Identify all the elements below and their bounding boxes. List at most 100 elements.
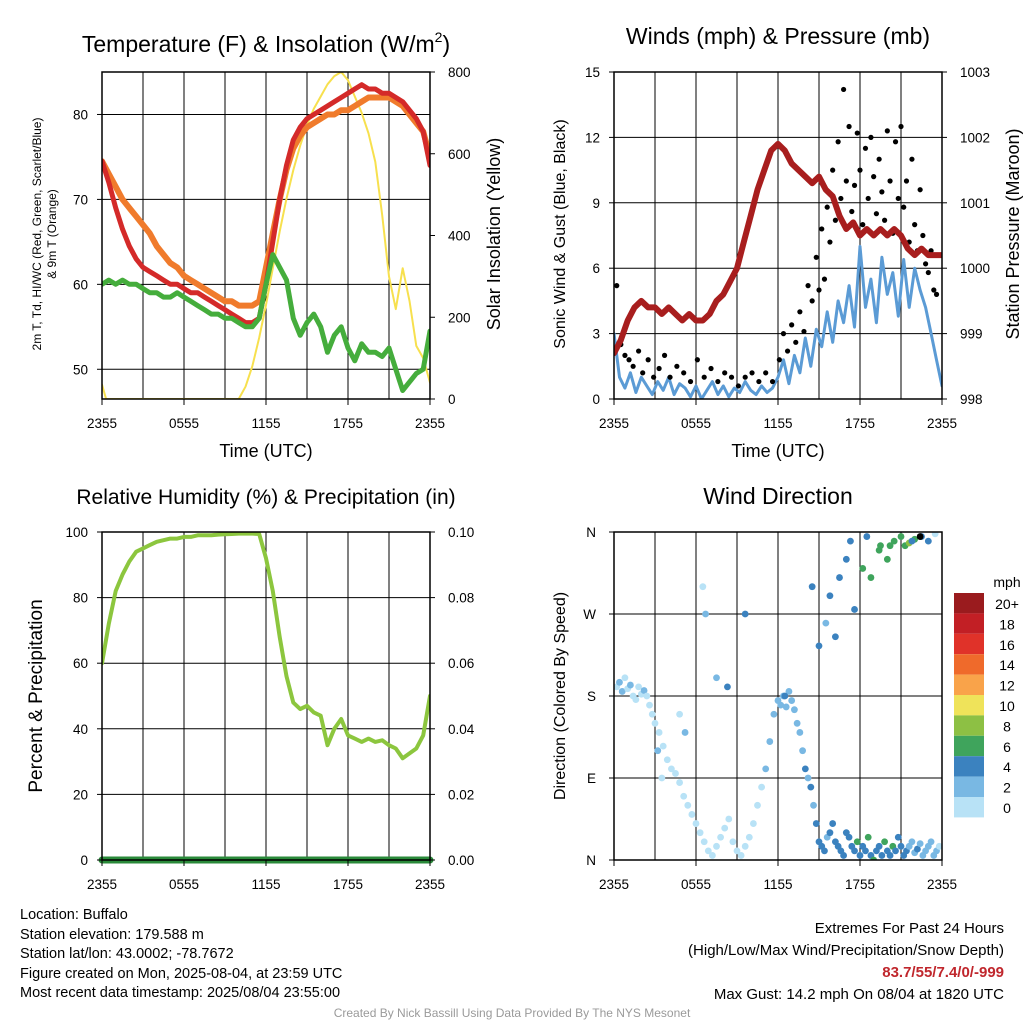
y2-tick-label-2-4: 0.08 <box>448 591 474 606</box>
gust-point-38 <box>819 226 825 232</box>
direction-point-8 <box>635 683 642 691</box>
direction-point-79 <box>870 856 878 860</box>
y-tick-label-0-2: 70 <box>73 192 88 207</box>
y2-tick-label-1-2: 1000 <box>960 261 990 276</box>
direction-point-47 <box>782 703 790 711</box>
colorbar-label-10: 0 <box>1003 800 1011 816</box>
direction-point-64 <box>829 820 837 827</box>
gust-point-26 <box>769 378 776 385</box>
y2-tick-label-0-2: 400 <box>448 229 471 244</box>
direction-point-85 <box>886 852 894 859</box>
x-tick-label-0-1: 0555 <box>169 416 199 431</box>
direction-point-89 <box>897 842 905 850</box>
colorbar-label-0: 20+ <box>995 596 1019 612</box>
direction-point-16 <box>659 742 667 750</box>
direction-point-53 <box>799 747 806 755</box>
direction-point-63 <box>826 829 834 837</box>
direction-point-139 <box>916 533 924 540</box>
colorbar-swatch-0 <box>954 593 984 614</box>
y-tick-label-1-2: 6 <box>592 261 600 276</box>
y2-axis-label-pressure: Station Pressure (Maroon) <box>1003 128 1023 339</box>
y-tick-label-0-1: 60 <box>73 277 88 292</box>
direction-point-48 <box>785 688 793 695</box>
direction-point-96 <box>916 840 924 847</box>
direction-point-3 <box>621 674 629 682</box>
direction-point-35 <box>737 852 745 859</box>
direction-point-107 <box>781 692 789 700</box>
gust-point-51 <box>854 130 860 136</box>
station-info: Location: Buffalo Station elevation: 179… <box>20 906 342 1004</box>
chart-title-wind-direction: Wind Direction <box>703 483 853 509</box>
direction-point-74 <box>856 852 864 859</box>
direction-point-13 <box>648 710 656 718</box>
direction-point-51 <box>793 719 801 727</box>
colorbar-label-5: 10 <box>999 698 1015 714</box>
colorbar-label-7: 6 <box>1003 739 1011 755</box>
direction-point-61 <box>821 847 828 855</box>
direction-point-95 <box>914 845 921 853</box>
gust-point-74 <box>917 187 923 193</box>
gust-point-49 <box>849 208 855 215</box>
direction-point-115 <box>897 533 905 540</box>
gust-point-16 <box>701 374 707 380</box>
direction-point-125 <box>654 747 662 755</box>
colorbar-swatch-2 <box>954 633 984 655</box>
credit-line: Created By Nick Bassill Using Data Provi… <box>333 1006 691 1020</box>
gust-point-3 <box>626 357 632 363</box>
direction-point-28 <box>709 852 716 859</box>
y2-tick-label-0-4: 800 <box>448 65 471 80</box>
gust-point-78 <box>928 248 934 254</box>
y2-tick-label-0-1: 200 <box>448 310 471 325</box>
y-axis-label-humidity: Percent & Precipitation <box>26 599 47 792</box>
gust-point-9 <box>656 365 662 372</box>
direction-point-121 <box>931 532 939 538</box>
direction-point-18 <box>668 765 675 773</box>
direction-point-136 <box>875 546 883 554</box>
direction-point-88 <box>894 833 902 841</box>
extremes-panel: Extremes For Past 24 Hours (High/Low/Max… <box>688 918 1004 1006</box>
x-tick-label-2-3: 1755 <box>333 877 363 892</box>
gust-point-62 <box>884 128 890 134</box>
humidity-line <box>102 532 430 761</box>
gust-point-75 <box>920 232 926 239</box>
direction-point-38 <box>750 820 757 827</box>
y-tick-label-1-4: 12 <box>585 130 600 145</box>
winds-chart: 2355 0555 1155 1755 2355 0 3 6 9 12 15 998 999 1000 10… <box>552 23 1023 461</box>
direction-point-132 <box>826 592 834 600</box>
y2-tick-label-2-1: 0.02 <box>448 787 474 802</box>
y2-tick-label-0-0: 0 <box>448 392 456 407</box>
y-tick-label-1-3: 9 <box>592 196 600 211</box>
x-tick-label-2-1: 0555 <box>169 877 199 892</box>
colorbar-swatch-8 <box>954 756 984 777</box>
gust-point-45 <box>838 195 844 202</box>
gust-point-30 <box>789 322 795 328</box>
extremes-subtitle: (High/Low/Max Wind/Precipitation/Snow De… <box>688 942 1004 959</box>
chart-title-humidity: Relative Humidity (%) & Precipitation (i… <box>76 486 455 509</box>
gust-point-67 <box>898 123 904 130</box>
gust-point-41 <box>827 239 833 245</box>
gust-point-11 <box>667 374 673 380</box>
direction-point-2 <box>618 688 626 695</box>
direction-point-37 <box>745 833 753 841</box>
gust-point-37 <box>816 287 822 293</box>
direction-point-131 <box>808 583 816 591</box>
y-tick-label-0-0: 50 <box>73 362 88 377</box>
gust-point-17 <box>708 365 714 372</box>
gust-point-14 <box>687 378 694 385</box>
direction-point-72 <box>851 847 858 855</box>
max-gust: Max Gust: 14.2 mph On 08/04 at 1820 UTC <box>713 986 1004 1003</box>
colorbar-swatch-9 <box>954 776 984 797</box>
gust-point-50 <box>851 182 858 188</box>
direction-point-103 <box>935 842 942 850</box>
direction-point-73 <box>853 838 861 846</box>
direction-point-20 <box>676 779 683 786</box>
x-tick-label-1-3: 1755 <box>845 416 875 431</box>
x-tick-label-1-4: 2355 <box>927 416 957 431</box>
gust-point-61 <box>882 217 888 223</box>
direction-point-34 <box>733 847 741 855</box>
direction-point-45 <box>777 701 785 709</box>
temp-9m-line <box>102 94 430 309</box>
direction-point-33 <box>729 838 737 846</box>
